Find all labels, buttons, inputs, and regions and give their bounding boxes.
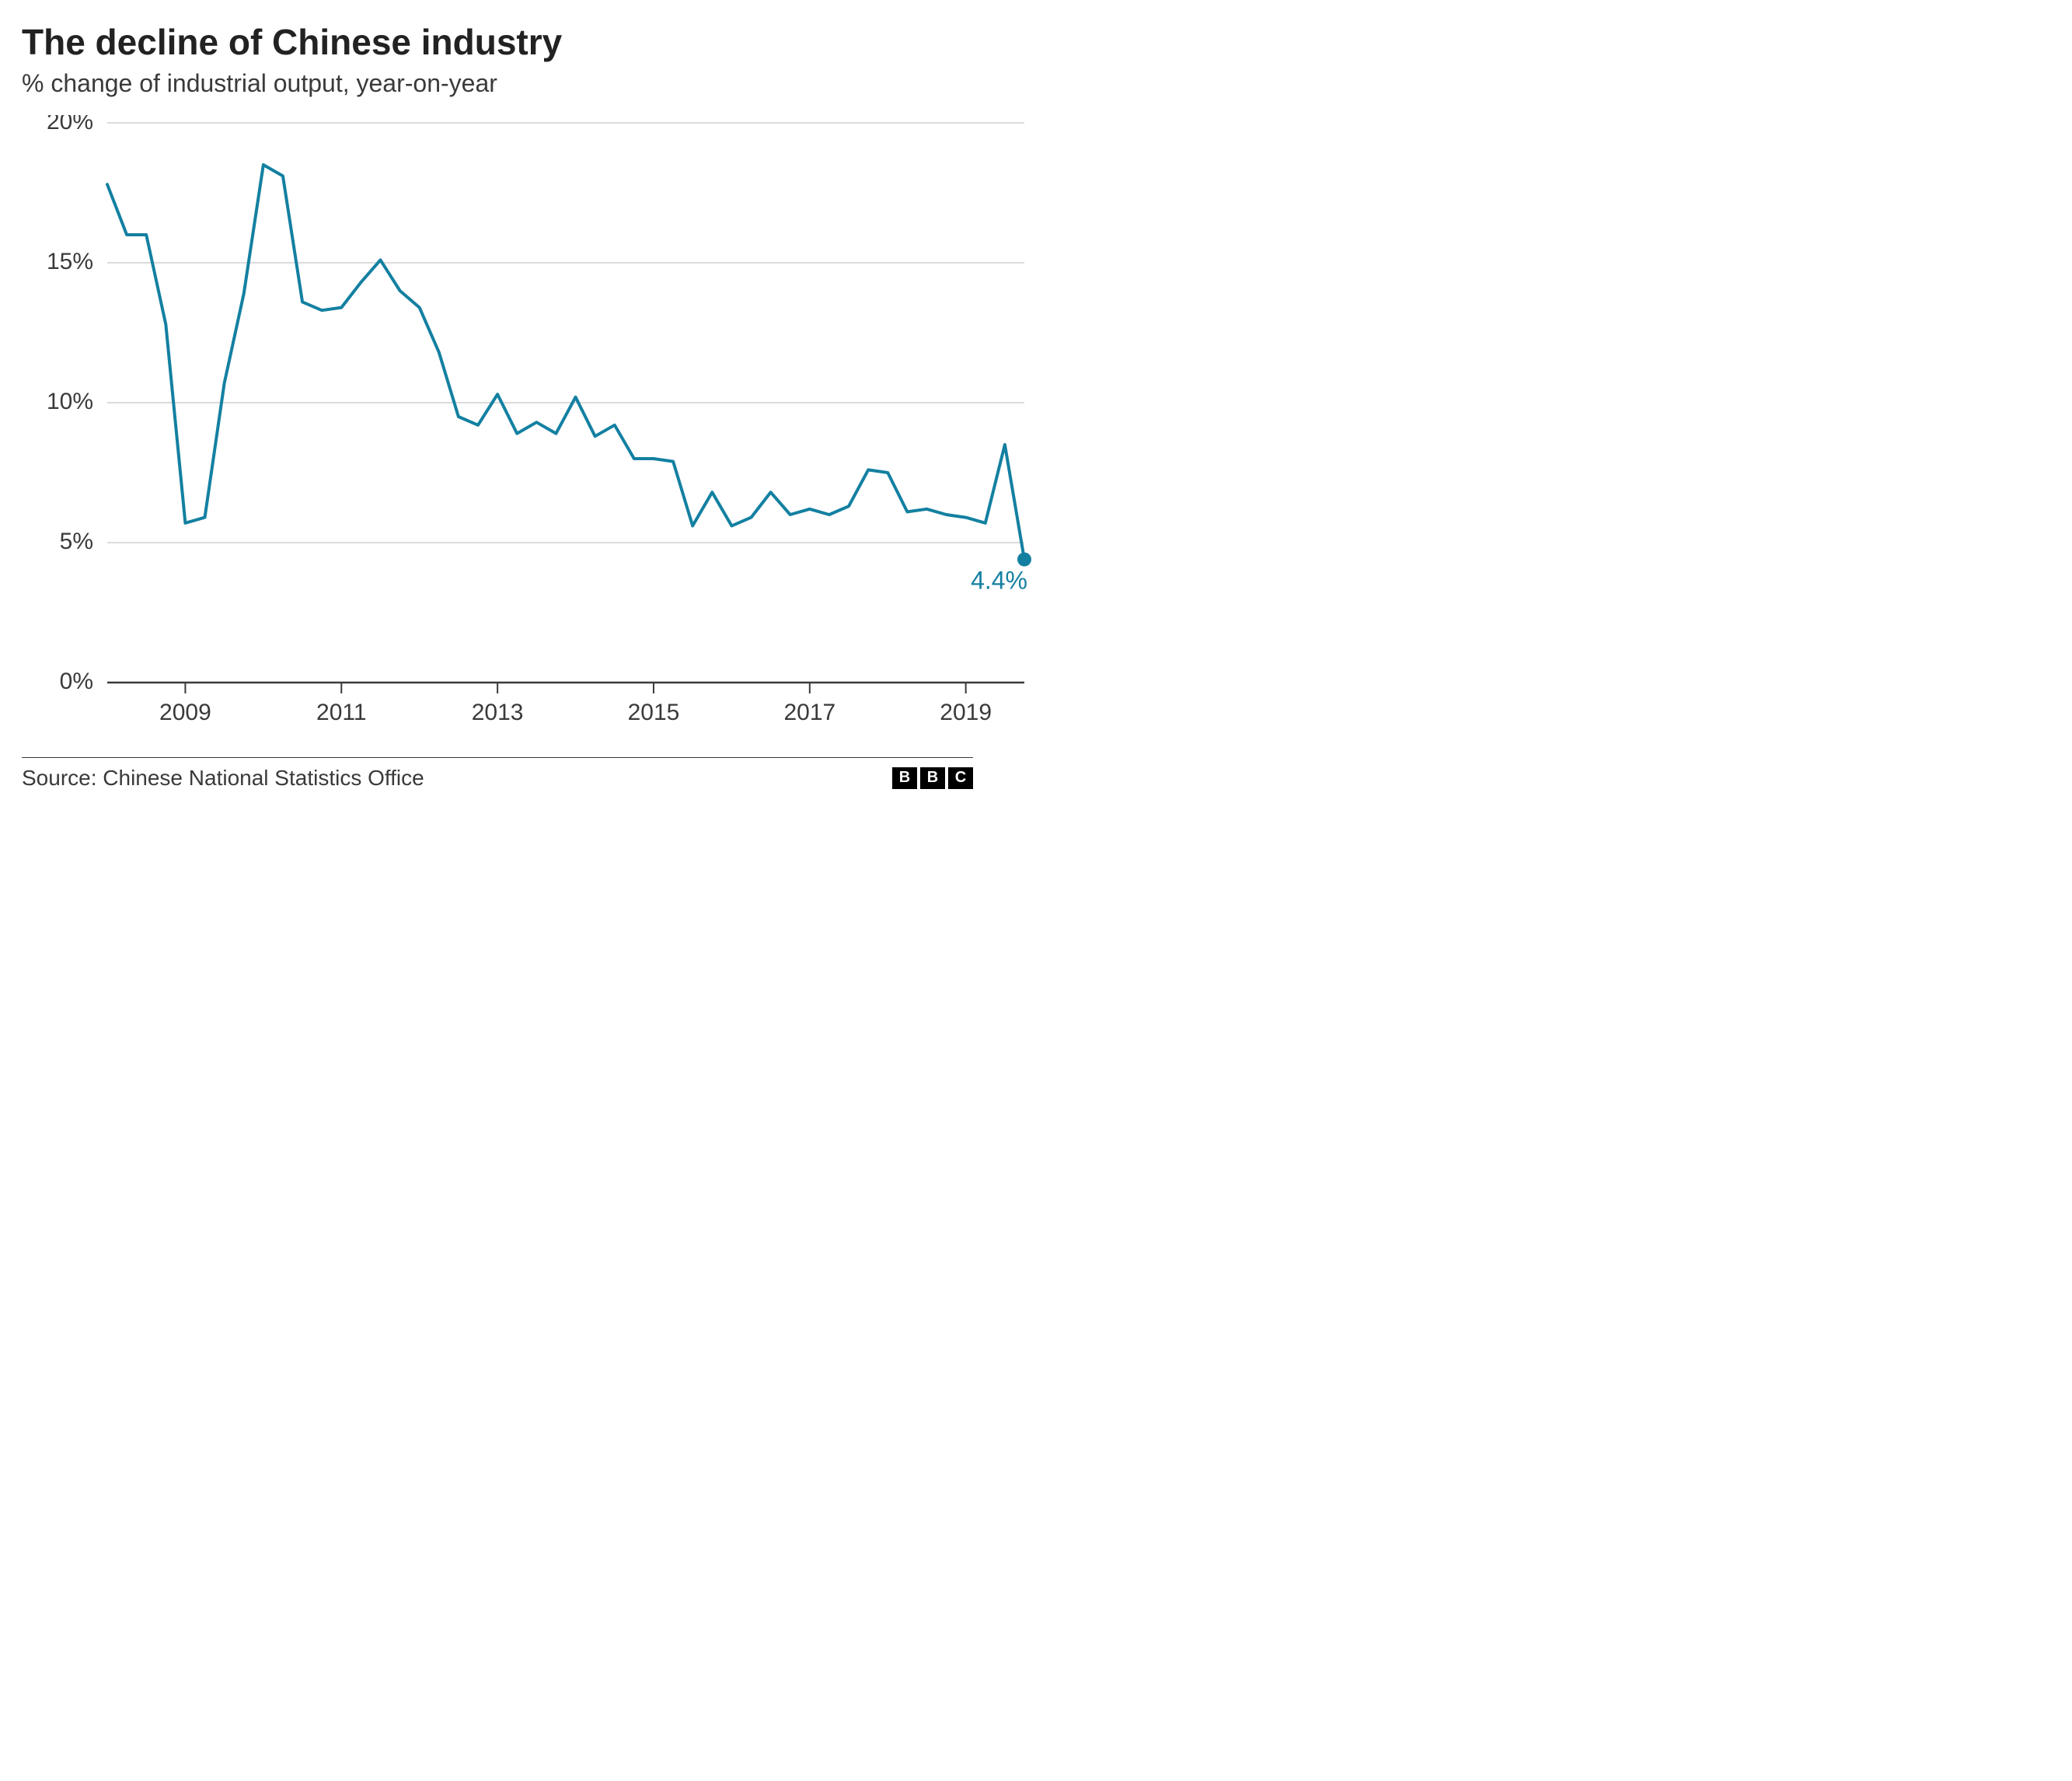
bbc-logo-letter: B (920, 767, 945, 789)
svg-text:2009: 2009 (159, 700, 211, 725)
bbc-logo-letter: B (892, 767, 917, 789)
chart-source: Source: Chinese National Statistics Offi… (22, 766, 424, 791)
chart-plot-area: 0%5%10%15%20%2009201120132015201720194.4… (22, 115, 973, 737)
chart-title: The decline of Chinese industry (22, 22, 973, 63)
bbc-logo-letter: C (948, 767, 973, 789)
svg-text:2015: 2015 (628, 700, 680, 725)
line-chart-svg: 0% 5% 10% 15% 20% 2009 2011 2013 2015 2017 2019 4.4… (22, 115, 1048, 737)
svg-text:2011: 2011 (316, 700, 367, 725)
svg-text:2013: 2013 (472, 700, 524, 725)
chart-footer: Source: Chinese National Statistics Offi… (22, 757, 973, 791)
bbc-logo: B B C (892, 767, 973, 789)
svg-text:4.4%: 4.4% (971, 566, 1027, 594)
svg-text:5%: 5% (60, 529, 93, 554)
svg-text:15%: 15% (47, 249, 93, 274)
svg-text:10%: 10% (47, 389, 93, 414)
chart-subtitle: % change of industrial output, year-on-y… (22, 69, 973, 98)
svg-text:20%: 20% (47, 115, 93, 134)
svg-text:0%: 0% (60, 669, 93, 694)
chart-container: The decline of Chinese industry % change… (0, 0, 995, 805)
svg-text:2019: 2019 (940, 700, 992, 725)
svg-text:2017: 2017 (783, 700, 835, 725)
